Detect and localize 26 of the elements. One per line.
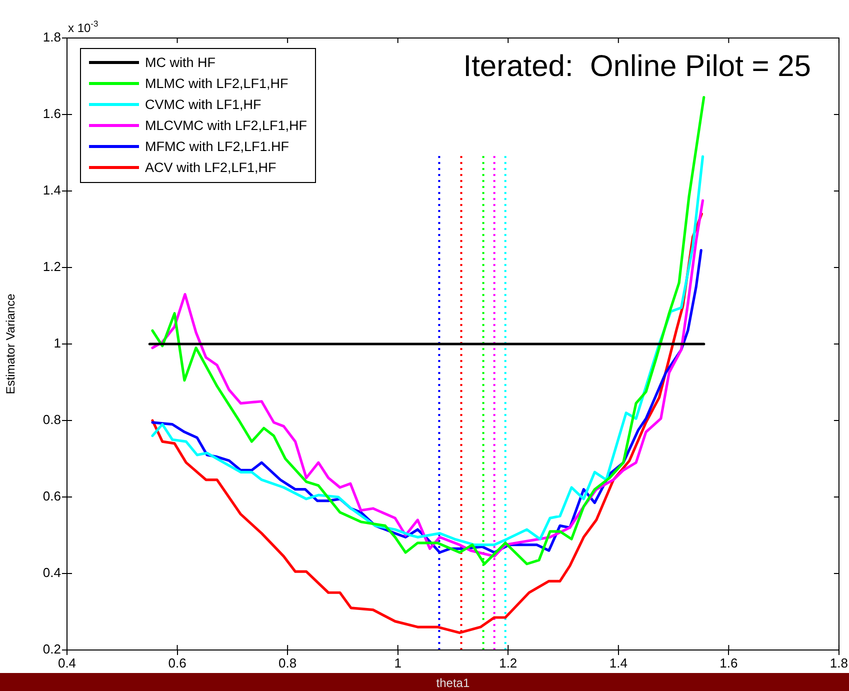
y-tick-label: 1.4 [42, 182, 61, 198]
x-tick-label: 0.6 [168, 655, 186, 670]
x-tick-label: 1.8 [830, 655, 848, 670]
y-axis-title: Estimator Variance [4, 293, 18, 394]
annotation: Iterated: Online Pilot = 25 [463, 50, 811, 83]
y-tick-label: 0.6 [42, 488, 61, 504]
legend-label: MC with HF [145, 55, 216, 70]
y-tick-label: 1.8 [42, 30, 61, 45]
y-tick-label: 0.4 [42, 565, 61, 580]
legend-label: MLCVMC with LF2,LF1,HF [145, 118, 308, 133]
legend-label: CVMC with LF1,HF [145, 97, 262, 112]
y-tick-label: 1.6 [42, 106, 61, 122]
legend-label: MFMC with LF2,LF1.HF [145, 139, 290, 154]
x-tick-label: 1.6 [720, 655, 738, 670]
y-tick-label: 0.8 [42, 412, 61, 428]
x-tick-label: 1.4 [609, 655, 628, 670]
x-tick-label: 0.8 [278, 655, 297, 670]
x-tick-label: 1 [394, 655, 402, 670]
y-tick-label: 1 [54, 336, 61, 351]
x-tick-label: 0.4 [58, 655, 76, 670]
x-tick-label: 1.2 [499, 655, 518, 670]
y-tick-label: 1.2 [42, 259, 61, 274]
legend-label: MLMC with LF2,LF1,HF [145, 76, 288, 91]
x-axis-title: theta1 [436, 676, 470, 690]
y-tick-label: 0.2 [42, 642, 61, 657]
legend-label: ACV with LF2,LF1,HF [145, 160, 276, 175]
